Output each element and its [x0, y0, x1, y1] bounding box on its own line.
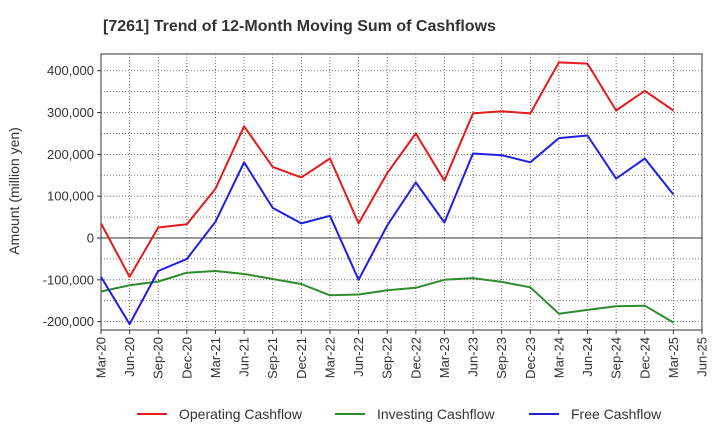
- x-tick-label: Mar-21: [208, 337, 223, 378]
- x-tick-label: Jun-21: [237, 337, 252, 377]
- x-tick-label: Jun-23: [466, 337, 481, 377]
- legend-label-investing-cashflow: Investing Cashflow: [377, 406, 495, 422]
- plot-area: [100, 53, 703, 331]
- x-tick-label: Jun-25: [695, 337, 710, 377]
- x-tick-label: Dec-23: [523, 337, 538, 379]
- series-lines: [100, 61, 675, 326]
- legend: Operating Cashflow Investing Cashflow Free…: [137, 406, 662, 422]
- x-tick-label: Mar-25: [666, 337, 681, 378]
- x-tick-label: Dec-21: [294, 337, 309, 379]
- x-tick-label: Dec-22: [408, 337, 423, 379]
- x-tick-label: Sep-22: [380, 337, 395, 379]
- x-tick-label: Sep-21: [265, 337, 280, 379]
- x-tick-label: Mar-22: [322, 337, 337, 378]
- y-tick-label: 200,000: [47, 147, 94, 162]
- x-tick-label: Mar-23: [437, 337, 452, 378]
- chart-title: [7261] Trend of 12-Month Moving Sum of C…: [103, 18, 496, 35]
- y-tick-label: -100,000: [43, 272, 94, 287]
- legend-label-operating-cashflow: Operating Cashflow: [179, 406, 303, 422]
- legend-label-free-cashflow: Free Cashflow: [571, 406, 662, 422]
- series-line-operating-cashflow: [100, 61, 674, 278]
- x-tick-label: Dec-24: [637, 337, 652, 379]
- x-tick-label: Jun-22: [351, 337, 366, 377]
- series-line-free-cashflow: [100, 134, 675, 326]
- x-tick-label: Sep-23: [494, 337, 509, 379]
- series-line-investing-cashflow: [100, 270, 674, 324]
- x-tick-label: Sep-20: [151, 337, 166, 379]
- x-axis-ticks: Mar-20 Jun-20 Sep-20 Dec-20 Mar-21 Jun-21 Sep-…: [94, 330, 710, 379]
- y-tick-label: 400,000: [47, 63, 94, 78]
- y-tick-label: 0: [87, 231, 94, 246]
- x-tick-label: Jun-20: [122, 337, 137, 377]
- y-axis-label: Amount (million yen): [6, 127, 22, 255]
- y-tick-label: 100,000: [47, 189, 94, 204]
- y-tick-label: 300,000: [47, 105, 94, 120]
- x-tick-label: Mar-24: [551, 337, 566, 378]
- plot-frame: [100, 53, 703, 331]
- y-axis-ticks: -200,000 -100,000 0 100,000 200,000 300,000 40…: [43, 63, 101, 329]
- x-tick-label: Mar-20: [94, 337, 109, 378]
- x-tick-label: Sep-24: [609, 337, 624, 379]
- x-tick-label: Dec-20: [179, 337, 194, 379]
- x-tick-label: Jun-24: [580, 337, 595, 377]
- y-tick-label: -200,000: [43, 314, 94, 329]
